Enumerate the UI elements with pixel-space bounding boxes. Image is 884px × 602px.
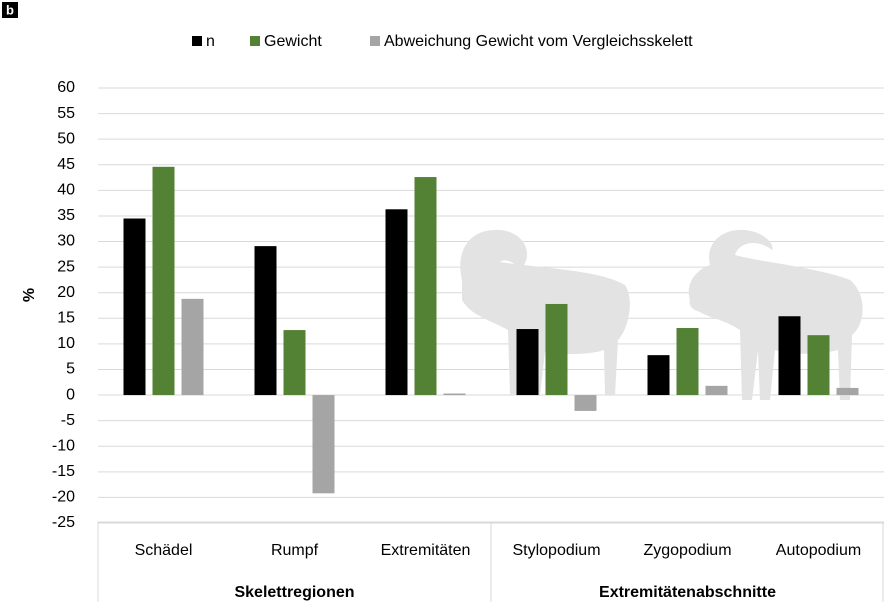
bar — [312, 395, 335, 494]
y-tick-label: -15 — [52, 463, 75, 480]
bar — [574, 395, 597, 411]
y-tick-label: 60 — [57, 79, 75, 96]
bar — [152, 166, 175, 396]
x-tick-label: Autopodium — [776, 542, 861, 559]
y-tick-label: -5 — [61, 412, 75, 429]
group-label: Extremitätenabschnitte — [599, 584, 776, 601]
bar — [647, 355, 670, 396]
bar — [676, 328, 699, 396]
y-tick-label: 20 — [57, 284, 75, 301]
bar — [283, 330, 306, 396]
x-tick-label: Schädel — [135, 542, 193, 559]
bars — [123, 166, 859, 494]
bar — [123, 218, 146, 396]
bar — [705, 385, 728, 396]
y-tick-label: 15 — [57, 310, 75, 327]
bar — [807, 335, 830, 396]
axes — [97, 521, 884, 602]
panel-label-box — [2, 2, 18, 18]
silhouettes — [460, 229, 863, 400]
legend-label: Gewicht — [264, 33, 322, 50]
y-tick-label: 25 — [57, 258, 75, 275]
bar — [181, 298, 204, 396]
group-label: Skelettregionen — [234, 584, 354, 601]
legend-swatch — [250, 36, 260, 46]
y-tick-label: 0 — [66, 386, 75, 403]
bar — [516, 329, 539, 396]
legend-swatch — [192, 36, 202, 46]
panel-label: b — [6, 2, 14, 17]
ram-silhouette — [460, 229, 630, 395]
bar — [414, 177, 437, 396]
bar — [778, 316, 801, 396]
x-tick-label: Zygopodium — [643, 542, 731, 559]
goat-silhouette — [688, 229, 863, 400]
bar — [836, 387, 859, 396]
y-tick-label: -20 — [52, 489, 75, 506]
legend-label: n — [206, 33, 215, 50]
x-tick-label: Stylopodium — [512, 542, 600, 559]
y-tick-label: 5 — [66, 361, 75, 378]
y-tick-label: 35 — [57, 207, 75, 224]
bar — [545, 303, 568, 396]
y-tick-label: -25 — [52, 514, 75, 531]
y-tick-label: 10 — [57, 335, 75, 352]
x-tick-label: Rumpf — [271, 542, 319, 559]
y-tick-label: 50 — [57, 130, 75, 147]
legend-swatch — [370, 36, 380, 46]
bar — [443, 393, 466, 396]
y-tick-label: 40 — [57, 182, 75, 199]
y-tick-label: 45 — [57, 156, 75, 173]
y-axis-label: % — [21, 288, 38, 302]
legend-label: Abweichung Gewicht vom Vergleichsskelett — [384, 33, 693, 50]
y-tick-label: -10 — [52, 437, 75, 454]
bar — [385, 209, 408, 396]
x-tick-label: Extremitäten — [381, 542, 471, 559]
y-tick-label: 55 — [57, 105, 75, 122]
bar — [254, 246, 277, 396]
y-tick-label: 30 — [57, 233, 75, 250]
